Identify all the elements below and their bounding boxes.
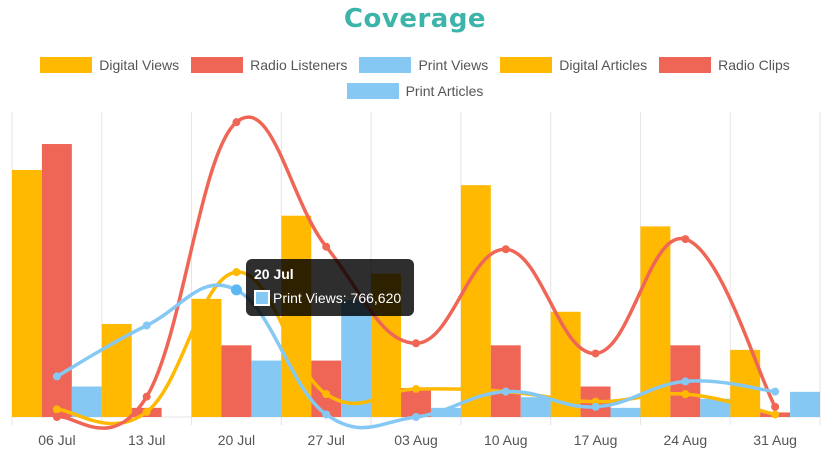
legend-row-2: Print Articles — [0, 78, 830, 104]
bar — [460, 185, 491, 417]
data-point — [142, 321, 151, 330]
legend-swatch — [500, 57, 553, 73]
data-point — [232, 118, 241, 127]
x-tick-label: 24 Aug — [664, 432, 708, 448]
chart-title: Coverage — [343, 4, 487, 34]
data-point — [771, 410, 780, 419]
bar — [700, 398, 731, 417]
legend-swatch — [346, 83, 399, 99]
chart-legend: Digital Views Radio Listeners Print View… — [0, 52, 830, 104]
legend-item-print-articles[interactable]: Print Articles — [346, 83, 484, 99]
data-point — [322, 242, 331, 251]
highlight-point — [230, 284, 242, 296]
legend-label: Digital Articles — [559, 57, 648, 73]
legend-label: Radio Clips — [718, 57, 790, 73]
tooltip-title: 20 Jul — [254, 266, 294, 282]
legend-label: Print Views — [418, 57, 489, 73]
legend-item-digital-views[interactable]: Digital Views — [40, 57, 179, 73]
legend-item-digital-articles[interactable]: Digital Articles — [500, 57, 647, 73]
data-point — [681, 377, 690, 386]
legend-swatch — [191, 57, 244, 73]
series-line — [55, 283, 777, 430]
legend-swatch — [40, 57, 93, 73]
legend-label: Print Articles — [405, 83, 484, 99]
legend-item-print-views[interactable]: Print Views — [359, 57, 488, 73]
bar — [520, 397, 551, 417]
tooltip-swatch — [254, 290, 270, 306]
x-tick-label: 17 Aug — [574, 432, 618, 448]
data-point — [322, 390, 331, 399]
bar — [341, 300, 372, 417]
bar — [251, 360, 282, 417]
data-point — [501, 387, 510, 396]
legend-row-1: Digital Views Radio Listeners Print View… — [0, 52, 830, 78]
legend-swatch — [659, 57, 712, 73]
data-point — [142, 392, 151, 401]
legend-label: Radio Listeners — [250, 57, 348, 73]
legend-label: Digital Views — [99, 57, 180, 73]
data-point — [142, 407, 151, 416]
x-tick-label: 03 Aug — [394, 432, 438, 448]
bar — [490, 345, 521, 417]
bar — [430, 407, 461, 417]
x-tick-label: 27 Jul — [308, 432, 345, 448]
bar — [790, 391, 820, 417]
tooltip-text: Print Views: 766,620 — [273, 290, 402, 306]
data-point — [412, 339, 420, 348]
data-point — [232, 268, 241, 277]
data-point — [771, 387, 780, 396]
bar — [311, 360, 342, 417]
data-point — [52, 405, 61, 414]
x-tick-label: 13 Jul — [128, 432, 165, 448]
data-point — [501, 245, 510, 254]
data-point — [52, 413, 61, 421]
tooltip-row: Print Views: 766,620 — [254, 290, 401, 306]
data-point — [681, 235, 690, 244]
legend-swatch — [359, 57, 412, 73]
bar — [610, 407, 641, 417]
bar — [101, 323, 132, 417]
data-point — [412, 413, 420, 421]
x-tick-label: 31 Aug — [753, 432, 797, 448]
data-point — [681, 390, 690, 399]
data-point — [771, 402, 780, 411]
legend-item-radio-clips[interactable]: Radio Clips — [659, 57, 790, 73]
bar — [281, 215, 312, 417]
bar — [191, 298, 222, 417]
bar — [221, 345, 252, 417]
bar — [12, 169, 42, 417]
legend-item-radio-listeners[interactable]: Radio Listeners — [191, 57, 347, 73]
chart-tooltip: 20 Jul Print Views: 766,620 — [246, 259, 414, 316]
x-tick-label: 10 Aug — [484, 432, 528, 448]
data-point — [412, 385, 420, 394]
data-point — [591, 402, 600, 411]
data-point — [322, 410, 331, 419]
data-point — [52, 372, 61, 381]
series-line — [55, 270, 777, 426]
x-tick-label: 06 Jul — [38, 432, 75, 448]
data-point — [591, 349, 600, 358]
x-tick-label: 20 Jul — [218, 432, 255, 448]
bar — [71, 386, 102, 417]
